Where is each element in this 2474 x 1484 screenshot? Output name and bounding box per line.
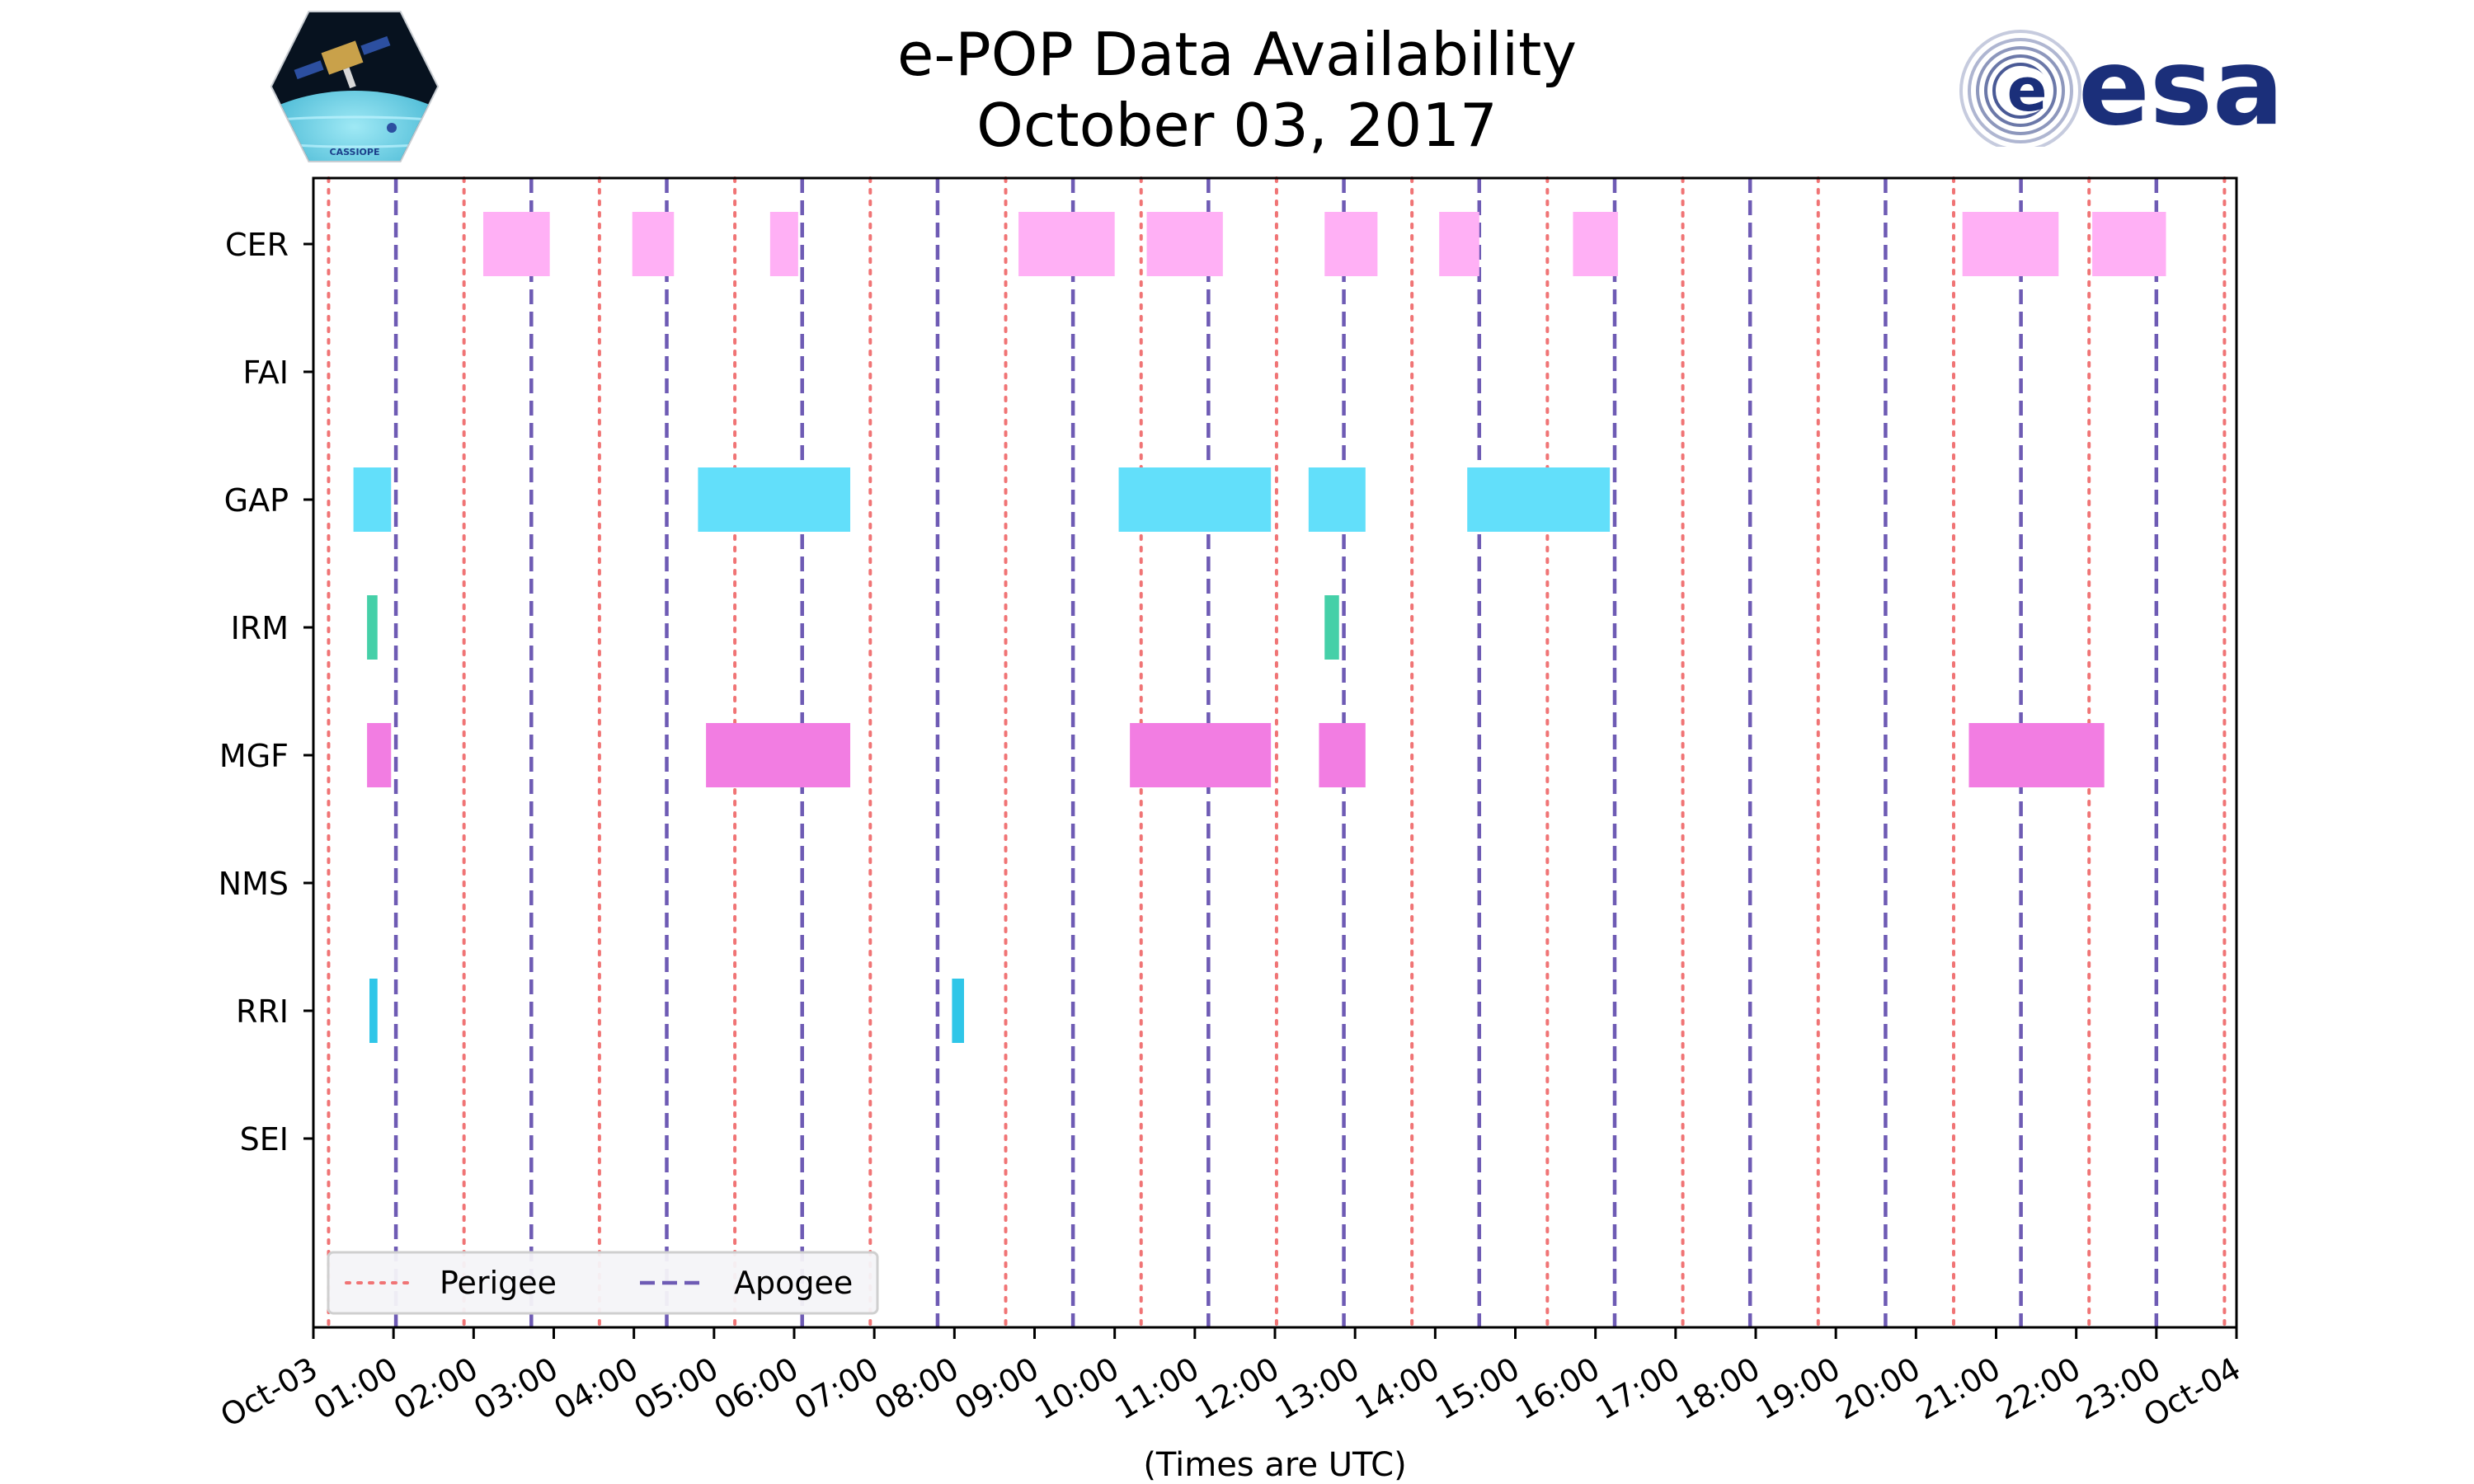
x-tick-label: 09:00 [948, 1350, 1045, 1427]
x-tick-label: 08:00 [868, 1350, 965, 1427]
availability-bar-cer [632, 212, 675, 276]
availability-bar-cer [2092, 212, 2166, 276]
availability-bar-gap [1308, 467, 1366, 532]
legend: Perigee Apogee [327, 1251, 879, 1315]
x-tick-label: 13:00 [1269, 1350, 1366, 1427]
availability-bar-cer [1324, 212, 1378, 276]
y-tick-label-irm: IRM [231, 610, 289, 646]
x-tick-label: 07:00 [788, 1350, 885, 1427]
availability-bar-rri [369, 979, 378, 1043]
chart-title-line2: October 03, 2017 [976, 91, 1498, 160]
y-axis: CER FAI GAP IRM MGF NMS RRI SEI [219, 227, 313, 1158]
plot-frame [312, 176, 2238, 1329]
x-tick-label: 01:00 [308, 1350, 404, 1427]
esa-logo-text: esa [2078, 26, 2284, 147]
availability-bar-cer [769, 212, 798, 276]
chart-title-line1: e-POP Data Availability [897, 20, 1577, 89]
x-tick-label: 17:00 [1589, 1350, 1686, 1427]
y-tick-label-gap: GAP [224, 482, 289, 519]
availability-bar-mgf [1319, 723, 1366, 787]
availability-bar-mgf [1130, 723, 1272, 787]
x-tick-label: 21:00 [1910, 1350, 2006, 1427]
y-tick-label-nms: NMS [219, 866, 289, 902]
legend-perigee-label: Perigee [440, 1265, 557, 1301]
availability-bar-irm [367, 595, 378, 660]
availability-bar-gap [353, 467, 392, 532]
x-axis: Oct-0301:0002:0003:0004:0005:0006:0007:0… [214, 1327, 2247, 1435]
y-tick-label-cer: CER [225, 227, 289, 263]
availability-bars-layer [353, 212, 2166, 1043]
y-tick-label-fai: FAI [242, 355, 289, 391]
svg-text:e: e [2007, 55, 2048, 124]
availability-bar-mgf [1968, 723, 2105, 787]
x-tick-label: 18:00 [1670, 1350, 1766, 1427]
x-tick-label: 12:00 [1189, 1350, 1286, 1427]
availability-bar-mgf [367, 723, 392, 787]
availability-bar-cer [482, 212, 550, 276]
availability-bar-cer [1573, 212, 1618, 276]
availability-bar-mgf [706, 723, 851, 787]
availability-bar-cer [1146, 212, 1223, 276]
y-tick-label-rri: RRI [236, 993, 289, 1030]
x-tick-label: 06:00 [708, 1350, 805, 1427]
esa-logo: e esa [1959, 26, 2284, 147]
availability-bar-gap [1118, 467, 1272, 532]
availability-bar-cer [1962, 212, 2059, 276]
y-tick-label-sei: SEI [240, 1121, 289, 1158]
x-axis-label: (Times are UTC) [1143, 1446, 1406, 1484]
availability-bar-gap [1467, 467, 1611, 532]
availability-bar-rri [952, 979, 964, 1043]
x-tick-label: 22:00 [1990, 1350, 2086, 1427]
x-tick-label: 04:00 [548, 1350, 644, 1427]
legend-box [327, 1251, 879, 1315]
x-tick-label: 11:00 [1108, 1350, 1205, 1427]
legend-apogee-label: Apogee [734, 1265, 853, 1301]
x-tick-label: 16:00 [1509, 1350, 1606, 1427]
availability-bar-cer [1018, 212, 1115, 276]
x-tick-label: 10:00 [1028, 1350, 1125, 1427]
availability-bar-gap [698, 467, 851, 532]
x-tick-label: 02:00 [388, 1350, 484, 1427]
x-tick-label: 15:00 [1429, 1350, 1526, 1427]
orbit-lines-layer [327, 176, 2227, 1329]
x-tick-label: 03:00 [468, 1350, 564, 1427]
cassiope-logo: CASSIOPE [270, 11, 440, 162]
x-tick-label: 20:00 [1830, 1350, 1926, 1427]
x-tick-label: Oct-03 [214, 1350, 324, 1435]
cassiope-logo-text: CASSIOPE [330, 147, 380, 157]
availability-bar-irm [1324, 595, 1339, 660]
x-tick-label: 14:00 [1349, 1350, 1446, 1427]
x-tick-label: 19:00 [1750, 1350, 1846, 1427]
x-tick-label: 05:00 [628, 1350, 724, 1427]
availability-bar-cer [1439, 212, 1479, 276]
y-tick-label-mgf: MGF [219, 738, 289, 774]
